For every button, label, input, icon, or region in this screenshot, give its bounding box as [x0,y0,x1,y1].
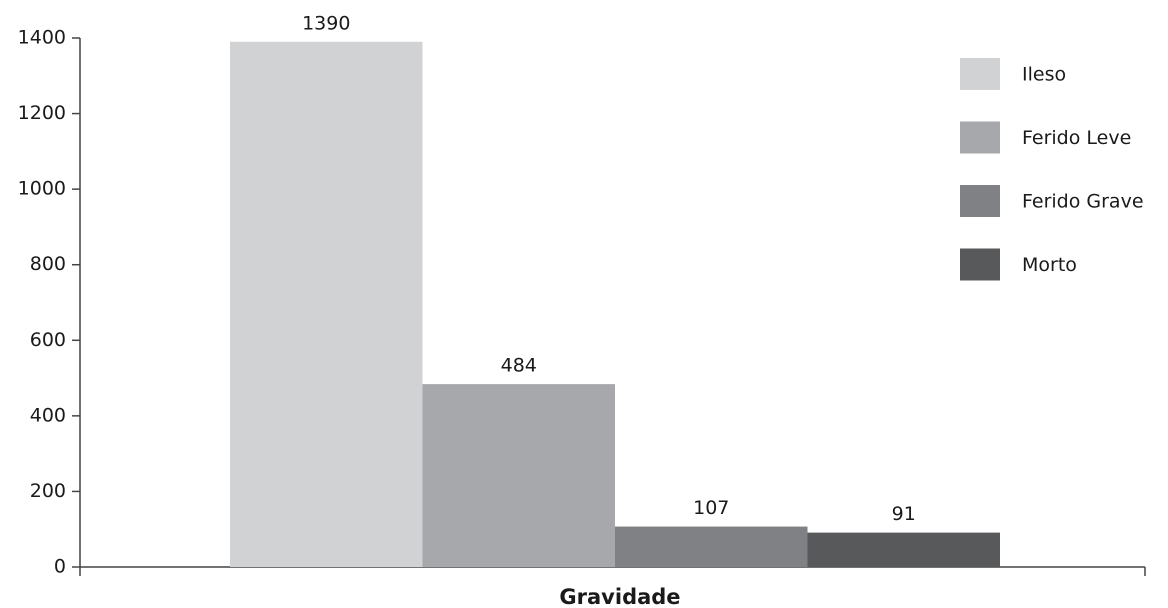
bar [422,384,615,567]
value-label: 1390 [302,12,350,34]
value-label: 91 [892,503,916,525]
y-tick-label: 1200 [18,102,66,124]
bar [230,41,423,568]
y-tick-label: 400 [30,404,66,426]
legend-label: Ileso [1022,64,1066,86]
y-tick-label: 800 [30,253,66,275]
y-tick-label: 1000 [18,178,66,200]
y-tick-label: 200 [30,480,66,502]
y-tick-label: 600 [30,329,66,351]
y-tick-label: 1400 [18,27,66,49]
bar [615,526,808,567]
legend-swatch [960,248,1000,281]
x-axis-label: Gravidade [559,585,680,608]
legend-swatch [960,185,1000,217]
bar [807,532,1000,567]
value-label: 484 [501,355,537,377]
y-tick-label: 0 [54,556,66,578]
legend-label: Ferido Leve [1022,127,1131,149]
legend-swatch [960,58,1000,90]
legend-swatch [960,121,1000,154]
legend-label: Morto [1022,254,1077,276]
value-label: 107 [693,497,729,519]
legend-label: Ferido Grave [1022,191,1144,213]
